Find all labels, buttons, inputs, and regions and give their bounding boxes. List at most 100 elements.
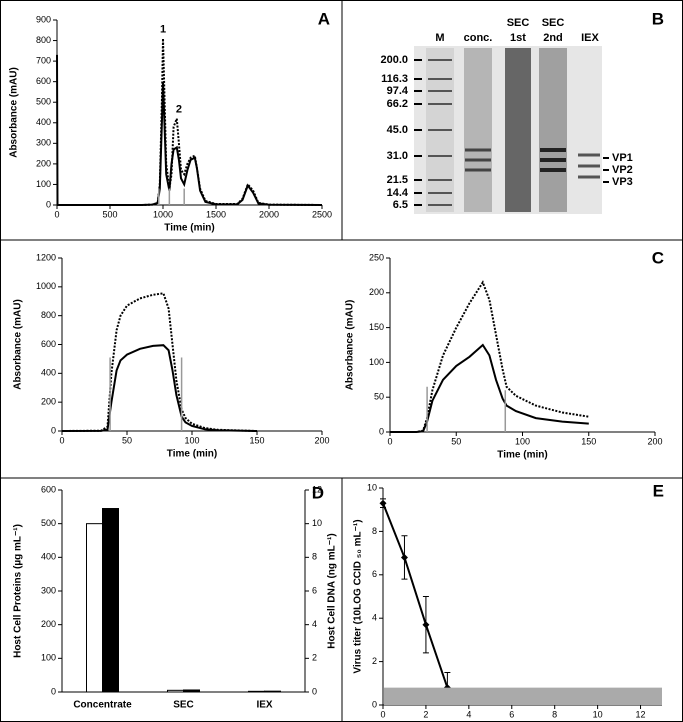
x-tick-label: 200 [314,435,329,445]
y-tick-label: 300 [36,138,51,148]
x-tick-label: 150 [581,436,596,446]
y-tick-label: 8 [372,526,377,536]
y-tick-label: 100 [36,179,51,189]
detection-band [384,687,662,705]
x-tick-label: 100 [184,435,199,445]
bar [264,690,281,693]
marker-label: 6.5 [393,199,408,211]
x-tick-label: 50 [451,436,461,446]
y-tick-label: 4 [372,613,377,623]
x-tick-label: SEC [173,700,194,711]
band-label: VP3 [612,176,633,188]
marker-label: 200.0 [380,54,408,66]
y-tick-label: 150 [369,322,384,332]
y-tick-label: 0 [379,426,384,436]
y-tick-label: 400 [36,117,51,127]
y-tick-label: 50 [374,392,384,402]
annotation: 2 [176,104,182,116]
marker-label: 45.0 [387,124,408,136]
bar [183,689,200,693]
y-tick-label: 250 [369,252,384,262]
y-tick-label: 600 [41,484,56,494]
x-tick-label: 150 [249,435,264,445]
y-tick-label: 0 [372,699,377,709]
x-tick-label: 50 [122,435,132,445]
y-tick-label: 400 [41,552,56,562]
y-tick-label: 100 [369,357,384,367]
x-tick-label: 200 [647,436,662,446]
marker-label: 66.2 [387,98,408,110]
y-tick-label: 1000 [36,281,56,291]
y-tick-label: 10 [367,482,377,492]
marker-label: 14.4 [387,187,409,199]
panel-label: A [318,9,330,28]
y-axis-title: Absorbance (mAU) [345,300,356,391]
x-tick-label: 4 [466,709,471,719]
panel-label: D [312,483,324,502]
panel-label: C [652,248,664,267]
y-tick-label: 900 [36,14,51,24]
y-tick-label: 2 [372,656,377,666]
y-tick-label: 0 [51,686,56,696]
y-tick-label: 6 [372,569,377,579]
y-tick-label: 500 [36,97,51,107]
y-tick-label: 800 [41,310,56,320]
bar [86,523,103,693]
x-tick-label: 2000 [259,209,279,219]
line [390,280,589,433]
lane-label: SEC [507,17,530,29]
lane-label: SEC [542,17,565,29]
y-axis-title: Absorbance (mAU) [13,299,24,390]
y-axis-title: Virus titer (10LOG CCID ₅₀ mL⁻¹) [353,519,364,673]
y2-tick-label: 10 [312,518,322,528]
y2-tick-label: 4 [312,619,317,629]
y2-tick-label: 6 [312,585,317,595]
panel-label: B [652,9,664,28]
band-label: VP1 [612,152,633,164]
line [61,344,258,432]
y-tick-label: 400 [41,368,56,378]
annotation: 1 [160,23,166,35]
bar [248,690,265,693]
lane-label: IEX [581,32,599,44]
y-tick-label: 800 [36,35,51,45]
line [390,343,589,433]
panel-label: E [653,481,664,500]
y-tick-label: 700 [36,55,51,65]
x-tick-label: 0 [59,435,64,445]
y-tick-label: 200 [369,287,384,297]
y2-tick-label: 12 [312,484,322,494]
y2-tick-label: 0 [312,686,317,696]
y2-tick-label: 8 [312,552,317,562]
marker-label: 21.5 [387,174,408,186]
y2-axis-title: Host Cell DNA (ng mL⁻¹) [327,533,338,648]
lane-label: 1st [510,32,526,44]
x-tick-label: 1000 [153,209,173,219]
x-tick-label: 10 [593,709,603,719]
y-tick-label: 0 [46,199,51,209]
lane-label: conc. [464,32,493,44]
point [422,621,430,629]
x-tick-label: IEX [256,700,272,711]
x-tick-label: 500 [102,209,117,219]
x-axis-title: Time (min) [167,449,217,460]
bar [167,689,184,693]
y-tick-label: 1200 [36,252,56,262]
bar [102,508,119,693]
y-axis-title: Absorbance (mAU) [9,67,20,158]
x-tick-label: 12 [636,709,646,719]
x-axis-title: Time (min) [164,223,214,234]
marker-label: 97.4 [387,85,409,97]
line [61,292,258,432]
x-tick-label: Concentrate [73,700,132,711]
line [56,54,323,206]
x-tick-label: 100 [515,436,530,446]
y-tick-label: 500 [41,518,56,528]
gel-image [414,46,602,214]
marker-label: 116.3 [381,73,408,85]
line [382,502,449,688]
y2-tick-label: 2 [312,653,317,663]
y-axis-title: Host Cell Proteins (µg mL⁻¹) [13,524,24,658]
